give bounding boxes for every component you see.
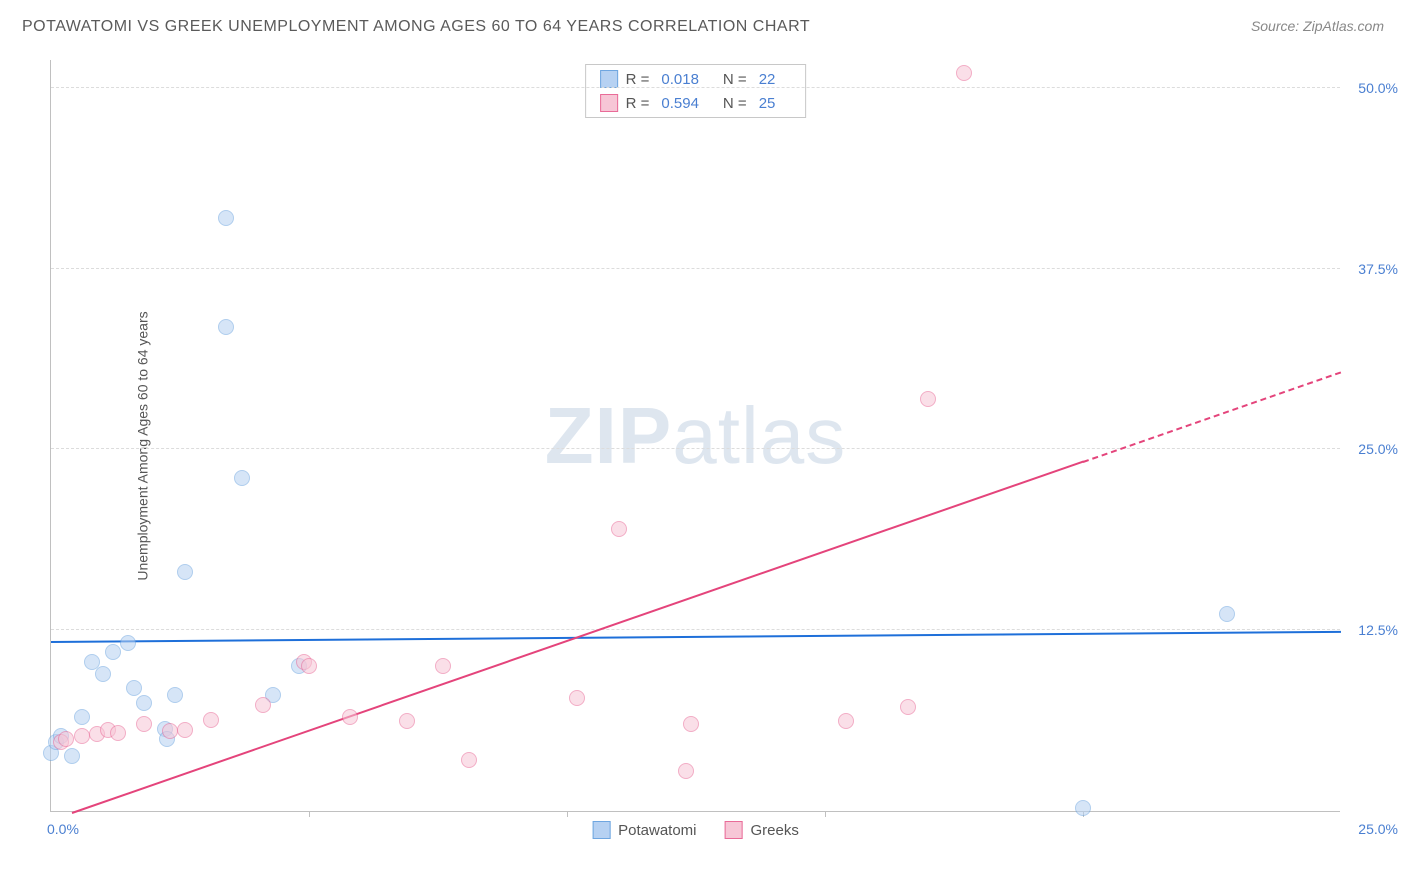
x-tick	[567, 811, 568, 817]
data-point	[435, 658, 451, 674]
data-point	[120, 635, 136, 651]
data-point	[218, 210, 234, 226]
x-tick	[825, 811, 826, 817]
data-point	[126, 680, 142, 696]
data-point	[678, 763, 694, 779]
data-point	[162, 723, 178, 739]
gridline	[51, 448, 1340, 449]
trend-line	[51, 631, 1341, 643]
data-point	[74, 728, 90, 744]
data-point	[920, 391, 936, 407]
x-tick	[309, 811, 310, 817]
data-point	[136, 716, 152, 732]
legend-item-potawatomi: Potawatomi	[592, 821, 696, 839]
series-legend: Potawatomi Greeks	[592, 821, 799, 839]
data-point	[177, 722, 193, 738]
data-point	[105, 644, 121, 660]
data-point	[218, 319, 234, 335]
y-tick-label: 25.0%	[1358, 441, 1398, 457]
legend-swatch-greeks	[600, 94, 618, 112]
watermark: ZIPatlas	[545, 390, 846, 482]
stats-legend: R = 0.018 N = 22 R = 0.594 N = 25	[585, 64, 807, 118]
y-tick-label: 50.0%	[1358, 80, 1398, 96]
data-point	[136, 695, 152, 711]
data-point	[64, 748, 80, 764]
gridline	[51, 268, 1340, 269]
data-point	[1075, 800, 1091, 816]
data-point	[838, 713, 854, 729]
data-point	[110, 725, 126, 741]
data-point	[177, 564, 193, 580]
data-point	[900, 699, 916, 715]
data-point	[683, 716, 699, 732]
gridline	[51, 87, 1340, 88]
data-point	[167, 687, 183, 703]
data-point	[58, 731, 74, 747]
data-point	[569, 690, 585, 706]
data-point	[255, 697, 271, 713]
y-tick-label: 12.5%	[1358, 622, 1398, 638]
data-point	[399, 713, 415, 729]
data-point	[234, 470, 250, 486]
stats-legend-row: R = 0.594 N = 25	[586, 91, 806, 115]
data-point	[956, 65, 972, 81]
chart-title: POTAWATOMI VS GREEK UNEMPLOYMENT AMONG A…	[22, 18, 810, 36]
data-point	[203, 712, 219, 728]
data-point	[95, 666, 111, 682]
legend-swatch-icon	[592, 821, 610, 839]
data-point	[342, 709, 358, 725]
legend-swatch-potawatomi	[600, 70, 618, 88]
data-point	[1219, 606, 1235, 622]
trend-line	[71, 461, 1083, 814]
scatter-plot-area: ZIPatlas R = 0.018 N = 22 R = 0.594 N = …	[50, 60, 1340, 812]
data-point	[74, 709, 90, 725]
legend-swatch-icon	[725, 821, 743, 839]
legend-item-greeks: Greeks	[725, 821, 799, 839]
x-max-label: 25.0%	[1358, 821, 1398, 837]
y-tick-label: 37.5%	[1358, 261, 1398, 277]
gridline	[51, 629, 1340, 630]
data-point	[611, 521, 627, 537]
chart-header: POTAWATOMI VS GREEK UNEMPLOYMENT AMONG A…	[22, 18, 1384, 36]
x-origin-label: 0.0%	[47, 821, 79, 837]
data-point	[461, 752, 477, 768]
data-point	[301, 658, 317, 674]
source-attribution: Source: ZipAtlas.com	[1251, 18, 1384, 34]
